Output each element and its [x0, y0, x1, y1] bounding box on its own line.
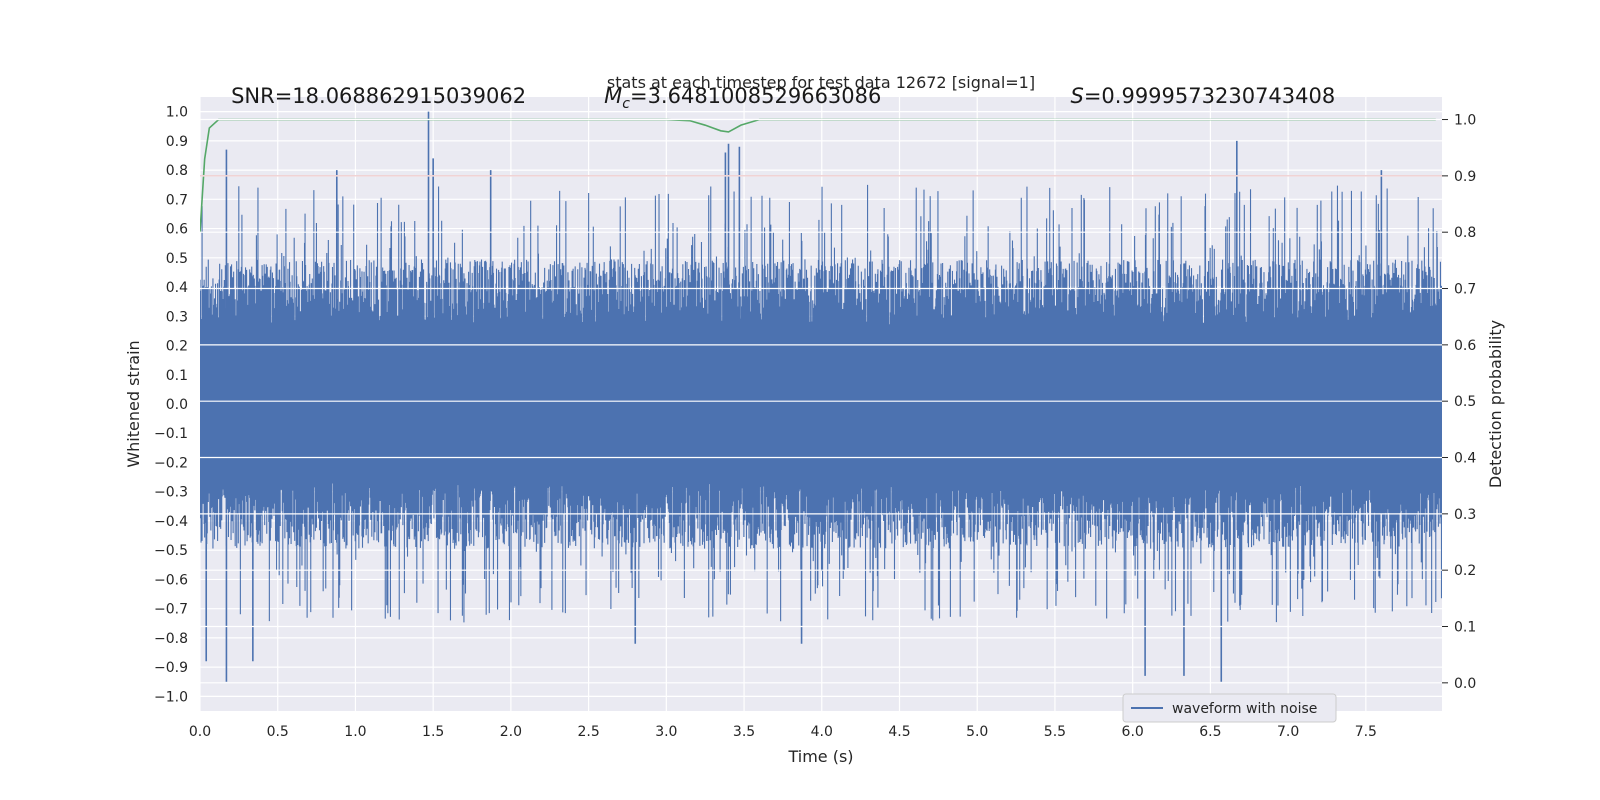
series-layer: [200, 111, 1442, 682]
y2-axis-label: Detection probability: [1486, 320, 1505, 488]
y2-tick-label: 0.9: [1454, 169, 1476, 185]
y-tick-label: 0.2: [166, 339, 188, 355]
y-tick-label: −0.6: [154, 572, 188, 588]
y2-tick-label: 0.2: [1454, 563, 1476, 579]
x-tick-label: 4.0: [811, 724, 833, 740]
y2-tick-label: 0.8: [1454, 225, 1476, 241]
y2-tick-label: 0.1: [1454, 620, 1476, 636]
y-axis-label: Whitened strain: [124, 340, 143, 467]
annotation-value: =3.6481008529663086: [630, 84, 881, 108]
y-tick-label: −0.4: [154, 514, 188, 530]
y-tick-label: 0.7: [166, 192, 188, 208]
annotation-symbol: S: [1070, 84, 1083, 108]
y2-tick-label: 1.0: [1454, 113, 1476, 129]
annotations: SNR=18.068862915039062 Mc=3.6481008529663…: [231, 84, 1335, 112]
y-tick-label: −0.8: [154, 631, 188, 647]
annotation: S=0.9999573230743408: [1070, 84, 1335, 108]
x-tick-label: 1.0: [344, 724, 366, 740]
x-axis-label: Time (s): [787, 747, 853, 766]
y-tick-label: −0.7: [154, 602, 188, 618]
y2-tick-label: 0.4: [1454, 451, 1476, 467]
y-tick-label: 0.6: [166, 222, 188, 238]
annotation-symbol: M: [604, 84, 622, 108]
x-tick-label: 1.5: [422, 724, 444, 740]
x-tick-label: 5.0: [966, 724, 988, 740]
x-tick-label: 0.0: [189, 724, 211, 740]
x-tick-label: 3.0: [655, 724, 677, 740]
annotation: Mc=3.6481008529663086: [604, 84, 881, 112]
y-tick-label: 0.0: [166, 397, 188, 413]
y-tick-label: 0.3: [166, 309, 188, 325]
x-tick-label: 5.5: [1044, 724, 1066, 740]
y-tick-label: 0.8: [166, 163, 188, 179]
y2-tick-label: 0.7: [1454, 282, 1476, 298]
y-tick-label: −0.1: [154, 426, 188, 442]
y-tick-label: −0.5: [154, 543, 188, 559]
y2-tick-label: 0.0: [1454, 676, 1476, 692]
y2-tick-label: 0.6: [1454, 338, 1476, 354]
x-tick-label: 3.5: [733, 724, 755, 740]
x-tick-label: 4.5: [888, 724, 910, 740]
y2-ticks: 0.0 0.1 0.2 0.3 0.4 0.5 0.6 0.7 0.8 0.9 1.0: [1442, 113, 1476, 692]
x-ticks: 0.0 0.5 1.0 1.5 2.0 2.5 3.0 3.5 4.0 4.5 5.0 5.5 6.0 6…: [189, 724, 1377, 740]
x-tick-label: 7.5: [1355, 724, 1377, 740]
x-tick-label: 2.0: [500, 724, 522, 740]
y-tick-label: −0.3: [154, 485, 188, 501]
x-tick-label: 6.5: [1199, 724, 1221, 740]
annotation-subscript: c: [622, 96, 630, 112]
y-tick-label: 0.4: [166, 280, 188, 296]
y2-tick-label: 0.3: [1454, 507, 1476, 523]
y-tick-label: −1.0: [154, 689, 188, 705]
legend-entry: waveform with noise: [1172, 701, 1317, 717]
chart-title: stats at each timestep for test data 126…: [607, 73, 1035, 92]
y2-tick-label: 0.5: [1454, 394, 1476, 410]
x-tick-label: 0.5: [267, 724, 289, 740]
waveform-core: [200, 345, 1442, 463]
y-tick-label: 1.0: [166, 105, 188, 121]
legend-box: [1122, 693, 1337, 723]
x-tick-label: 7.0: [1277, 724, 1299, 740]
y-tick-label: 0.5: [166, 251, 188, 267]
y-ticks: −1.0 −0.9 −0.8 −0.7 −0.6 −0.5 −0.4 −0.3 −0.2 −0.1…: [154, 105, 188, 706]
y-tick-label: 0.1: [166, 368, 188, 384]
x-tick-label: 2.5: [577, 724, 599, 740]
y-tick-label: 0.9: [166, 134, 188, 150]
y-tick-label: −0.9: [154, 660, 188, 676]
y-tick-label: −0.2: [154, 455, 188, 471]
x-tick-label: 6.0: [1122, 724, 1144, 740]
annotation-value: =0.9999573230743408: [1084, 84, 1335, 108]
legend: waveform with noise: [1122, 693, 1337, 723]
y2-grid: [200, 118, 1442, 684]
annotation: SNR=18.068862915039062: [231, 84, 526, 108]
